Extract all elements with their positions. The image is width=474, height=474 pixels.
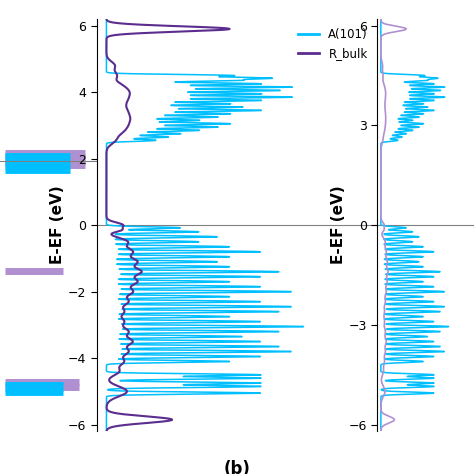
Y-axis label: E-EF (eV): E-EF (eV) <box>50 186 65 264</box>
Legend: A(101), R_bulk: A(101), R_bulk <box>294 25 372 64</box>
Text: (b): (b) <box>224 460 250 474</box>
Y-axis label: E-EF (eV): E-EF (eV) <box>331 186 346 264</box>
